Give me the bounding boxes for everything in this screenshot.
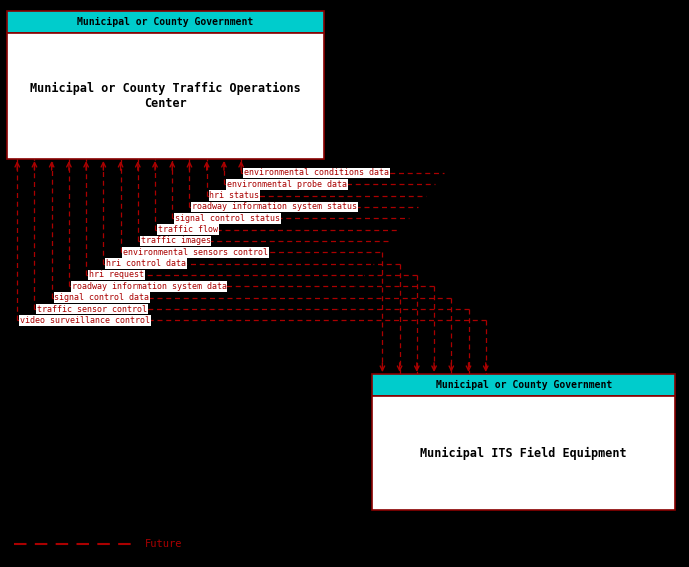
Text: traffic flow: traffic flow xyxy=(158,225,218,234)
Text: signal control status: signal control status xyxy=(175,214,280,223)
Text: traffic images: traffic images xyxy=(141,236,211,246)
Text: Municipal ITS Field Equipment: Municipal ITS Field Equipment xyxy=(420,446,627,460)
Text: signal control data: signal control data xyxy=(54,293,150,302)
Text: environmental conditions data: environmental conditions data xyxy=(244,168,389,177)
Text: roadway information system data: roadway information system data xyxy=(72,282,227,291)
Bar xyxy=(7,33,324,159)
Text: video surveillance control: video surveillance control xyxy=(20,316,150,325)
Text: environmental probe data: environmental probe data xyxy=(227,180,347,189)
Text: Municipal or County Government: Municipal or County Government xyxy=(77,17,254,27)
Text: environmental sensors control: environmental sensors control xyxy=(123,248,268,257)
Bar xyxy=(7,11,324,33)
Text: Municipal or County Government: Municipal or County Government xyxy=(435,380,612,390)
Text: Future: Future xyxy=(145,539,182,549)
Text: Municipal or County Traffic Operations
Center: Municipal or County Traffic Operations C… xyxy=(30,82,300,110)
Text: hri request: hri request xyxy=(89,270,144,280)
Bar xyxy=(372,396,675,510)
Bar xyxy=(372,374,675,396)
Text: hri control data: hri control data xyxy=(106,259,186,268)
Text: traffic sensor control: traffic sensor control xyxy=(37,304,147,314)
Text: hri status: hri status xyxy=(209,191,260,200)
Text: roadway information system status: roadway information system status xyxy=(192,202,357,211)
